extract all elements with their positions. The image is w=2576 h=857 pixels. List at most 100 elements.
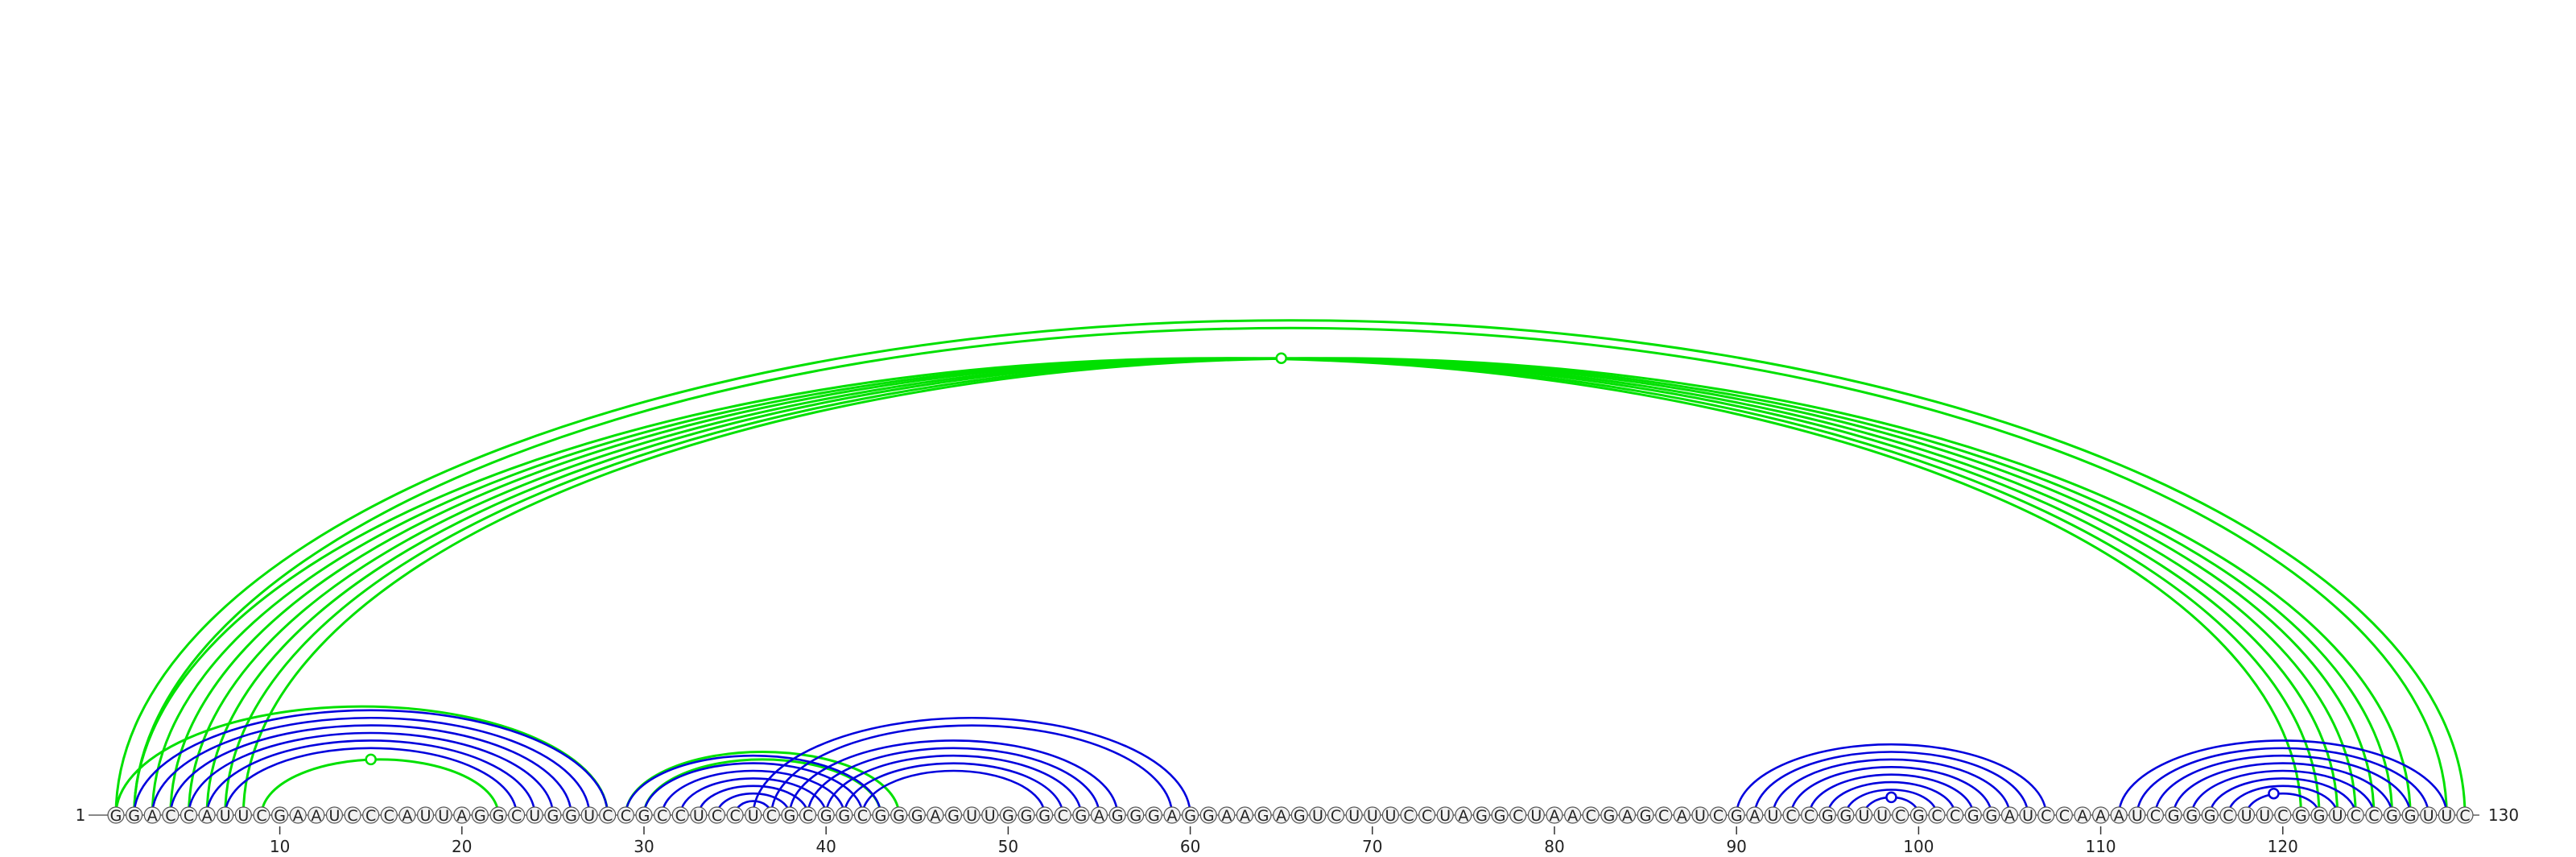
nucleotide: G <box>635 806 653 825</box>
nucleotide-circle <box>416 806 435 824</box>
nucleotide-circle <box>1637 806 1654 824</box>
nucleotide-letter: C <box>1785 807 1796 825</box>
nucleotide: C <box>708 806 726 825</box>
nucleotide: U <box>1855 806 1873 825</box>
nucleotide-circle <box>2383 806 2401 824</box>
nucleotide-letter: G <box>1148 807 1160 825</box>
base-pair-arc <box>697 785 809 816</box>
nucleotide: U <box>2256 806 2273 825</box>
nucleotide-letter: G <box>911 807 923 825</box>
nucleotide: G <box>890 806 908 825</box>
nucleotide: A <box>398 806 416 825</box>
nucleotide-letter: C <box>2368 807 2379 825</box>
nucleotide-letter: C <box>2150 807 2161 825</box>
pseudoknot-arc <box>260 758 500 816</box>
nucleotide: U <box>526 806 543 825</box>
nucleotide: G <box>2401 806 2419 825</box>
tick-label: 100 <box>1903 837 1934 856</box>
nucleotide-letter: G <box>474 807 486 825</box>
nucleotide: U <box>325 806 344 825</box>
nucleotide: A <box>2091 806 2110 825</box>
loop-marker <box>2268 787 2280 800</box>
nucleotide-letter: C <box>1422 807 1432 825</box>
nucleotide-letter: G <box>1112 807 1124 825</box>
nucleotide: G <box>1728 806 1745 825</box>
nucleotide: A <box>2000 806 2019 825</box>
nucleotide-letter: U <box>529 807 540 825</box>
nucleotide: C <box>1709 806 1728 825</box>
nucleotide: G <box>1837 806 1855 825</box>
nucleotide-circle <box>1563 806 1582 824</box>
nucleotide: C <box>726 806 744 825</box>
tick-label: 90 <box>1726 837 1746 856</box>
nucleotide-circle <box>217 806 234 824</box>
nucleotide-letter: A <box>2095 807 2106 825</box>
nucleotide-circle <box>107 806 125 824</box>
nucleotide: C <box>253 806 270 825</box>
nucleotide-letter: U <box>1767 807 1778 825</box>
nucleotide: G <box>1145 806 1162 825</box>
nucleotide-letter: U <box>1695 807 1706 825</box>
nucleotide-circle <box>398 806 416 824</box>
nucleotide: G <box>2201 806 2219 825</box>
nucleotide-letter: C <box>256 807 266 825</box>
nucleotide-circle <box>853 806 872 824</box>
base-pair-arc <box>2154 754 2412 816</box>
nucleotide: U <box>2329 806 2347 825</box>
base-pair-arcs <box>114 319 2467 816</box>
nucleotide: C <box>2274 806 2292 825</box>
nucleotide-letter: C <box>184 807 194 825</box>
base-pair-arc <box>2172 762 2393 816</box>
nucleotide: C <box>2365 806 2383 825</box>
nucleotide: C <box>180 806 198 825</box>
nucleotide-letter: C <box>1658 807 1669 825</box>
nucleotide-circle <box>1309 806 1327 824</box>
nucleotide-letter: A <box>311 807 321 825</box>
nucleotide-circle <box>1892 806 1909 824</box>
loop-marker <box>365 753 377 766</box>
nucleotide-circle <box>1163 806 1181 824</box>
nucleotide-circle <box>617 806 634 824</box>
nucleotide: U <box>1691 806 1709 825</box>
base-pair-arc <box>2117 739 2448 816</box>
nucleotide-circle <box>1946 806 1964 824</box>
nucleotide-circle <box>1801 806 1818 824</box>
nucleotide-letter: C <box>1895 807 1905 825</box>
nucleotide: C <box>1655 806 1673 825</box>
nucleotide: C <box>2037 806 2055 825</box>
nucleotide: C <box>2456 806 2474 825</box>
nucleotide-circle <box>2274 806 2292 824</box>
nucleotide-circle <box>344 806 361 824</box>
nucleotide: G <box>2383 806 2401 825</box>
nucleotide-circle <box>1964 806 1982 824</box>
nucleotide: G <box>1983 806 2000 825</box>
nucleotide-letter: C <box>2223 807 2233 825</box>
tick-label: 80 <box>1544 837 1564 856</box>
nucleotide: U <box>435 806 452 825</box>
nucleotide-letter: A <box>1567 807 1578 825</box>
nucleotide: A <box>198 806 216 825</box>
nucleotide-letter: G <box>1731 807 1743 825</box>
nucleotide: G <box>1127 806 1145 825</box>
nucleotide-letter: G <box>947 807 960 825</box>
base-pair-arc <box>752 716 1191 816</box>
nucleotide: U <box>2420 806 2438 825</box>
nucleotide-letter: C <box>803 807 813 825</box>
nucleotide-letter: A <box>2114 807 2124 825</box>
nucleotide-letter: G <box>1021 807 1033 825</box>
nucleotide-letter: U <box>2022 807 2033 825</box>
nucleotide-circle <box>1818 806 1836 824</box>
nucleotide-circle <box>690 806 708 824</box>
nucleotide-circle <box>2128 806 2146 824</box>
nucleotide: U <box>1309 806 1327 825</box>
nucleotide-letter: G <box>1129 807 1141 825</box>
nucleotide-letter: U <box>1348 807 1360 825</box>
base-pair-arc <box>1790 766 1993 816</box>
loop-marker <box>1885 791 1897 804</box>
nucleotide-circle <box>963 806 980 824</box>
nucleotide-circle <box>1145 806 1162 824</box>
nucleotide: A <box>1673 806 1690 825</box>
nucleotide: A <box>1563 806 1582 825</box>
